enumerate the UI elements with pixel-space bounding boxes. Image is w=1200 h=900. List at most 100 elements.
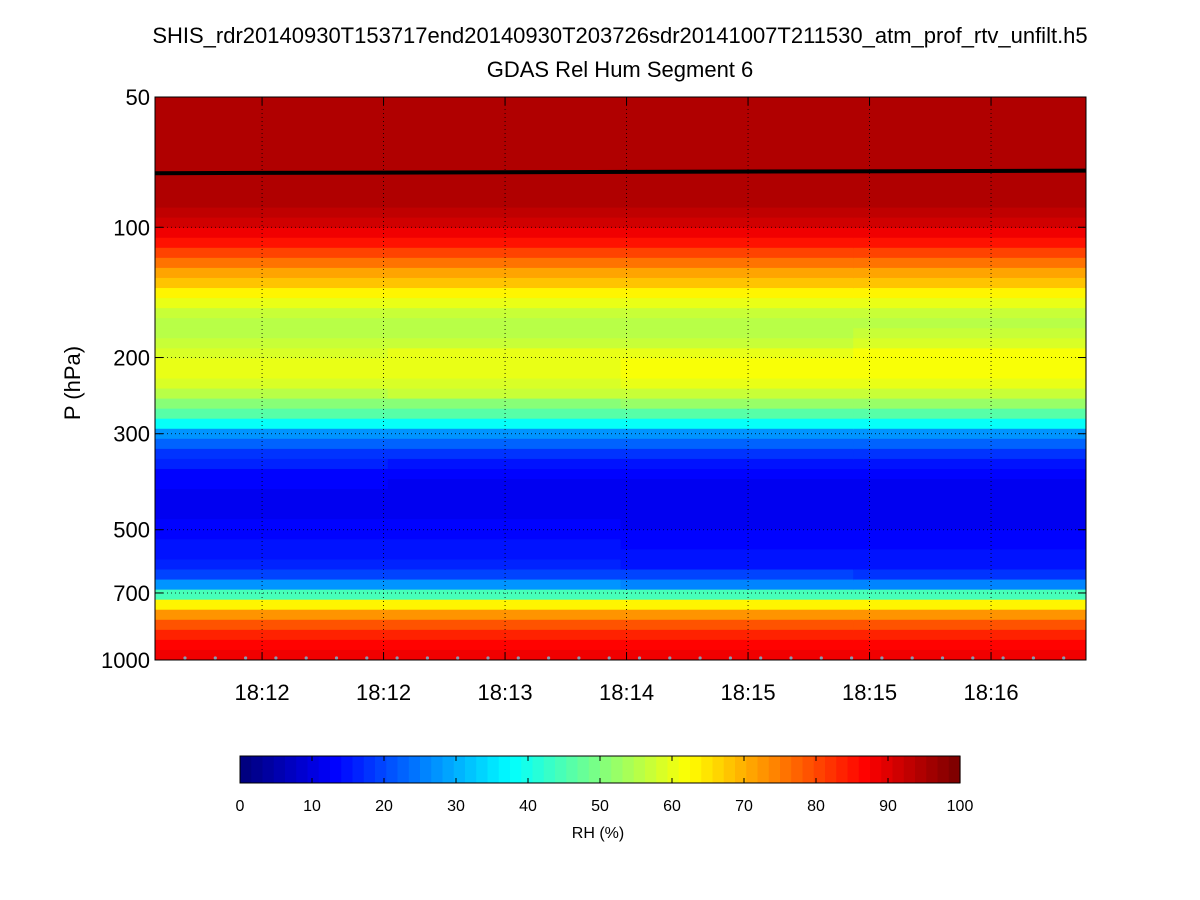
- x-tick-label: 18:12: [356, 680, 411, 705]
- surface-marker: [213, 656, 217, 660]
- colorbar-swatch: [656, 756, 669, 783]
- heatmap-cell: [155, 519, 389, 531]
- colorbar-swatch: [780, 756, 792, 783]
- heatmap-cell: [853, 599, 1086, 611]
- surface-marker: [395, 656, 399, 660]
- colorbar-swatch: [465, 756, 477, 783]
- colorbar-tick-label: 70: [735, 798, 753, 815]
- colorbar-swatch: [296, 756, 309, 783]
- surface-marker: [698, 656, 702, 660]
- heatmap-cell: [620, 187, 855, 199]
- colorbar-swatch: [386, 756, 399, 783]
- heatmap-cell: [387, 579, 622, 591]
- heatmap-cell: [155, 107, 389, 119]
- heatmap-cell: [620, 649, 855, 660]
- heatmap-cell: [387, 368, 622, 380]
- heatmap-cell: [853, 649, 1086, 660]
- heatmap-cell: [620, 609, 855, 621]
- heatmap-cell: [620, 539, 855, 551]
- heatmap-cell: [155, 509, 389, 521]
- heatmap-cell: [155, 619, 389, 631]
- heatmap-cell: [155, 117, 389, 129]
- surface-marker: [1001, 656, 1005, 660]
- colorbar-swatch: [262, 756, 275, 783]
- y-axis-label: P (hPa): [60, 346, 85, 420]
- colorbar-swatch: [521, 756, 534, 783]
- heatmap-cell: [155, 569, 389, 581]
- heatmap-cell: [853, 137, 1086, 149]
- colorbar-swatch: [858, 756, 871, 783]
- colorbar-swatch: [341, 756, 354, 783]
- colorbar: 0 10 20 30 40 50 60 70 80 90 100: [236, 756, 973, 815]
- colorbar-swatch: [836, 756, 849, 783]
- heatmap-cell: [387, 187, 622, 199]
- heatmap-cell: [620, 509, 855, 521]
- heatmap-cell: [387, 137, 622, 149]
- heatmap-cell: [387, 318, 622, 330]
- heatmap-cell: [155, 368, 389, 380]
- heatmap-cell: [155, 328, 389, 340]
- heatmap-cell: [155, 338, 389, 350]
- colorbar-tick-label: 30: [447, 798, 465, 815]
- y-tick-label: 50: [126, 85, 150, 110]
- colorbar-swatch: [600, 756, 612, 783]
- surface-marker: [334, 656, 339, 660]
- heatmap-cell: [155, 237, 389, 249]
- y-tick-label: 500: [113, 518, 150, 543]
- surface-marker: [759, 656, 763, 660]
- surface-marker: [274, 656, 278, 660]
- colorbar-swatch: [926, 756, 939, 783]
- heatmap-cell: [620, 97, 855, 109]
- heatmap-cell: [387, 207, 622, 219]
- heatmap-cell: [387, 549, 622, 561]
- colorbar-swatch: [555, 756, 567, 783]
- heatmap-cell: [620, 398, 855, 410]
- colorbar-label: RH (%): [572, 825, 624, 842]
- heatmap-cell: [387, 539, 622, 551]
- heatmap-cell: [620, 147, 855, 159]
- heatmap-cell: [620, 458, 855, 470]
- heatmap-cell: [387, 468, 622, 481]
- colorbar-swatch: [915, 756, 927, 783]
- heatmap-cell: [155, 649, 389, 660]
- colorbar-swatch: [757, 756, 770, 783]
- heatmap-cell: [620, 448, 855, 460]
- heatmap-cell: [620, 348, 855, 360]
- heatmap-cell: [387, 308, 622, 320]
- colorbar-tick-label: 90: [879, 798, 897, 815]
- heatmap-cell: [155, 579, 389, 591]
- colorbar-swatch: [645, 756, 657, 783]
- heatmap-cell: [853, 378, 1086, 390]
- colorbar-swatch: [453, 756, 466, 783]
- heatmap-cell: [853, 117, 1086, 129]
- colorbar-tick-label: 20: [375, 798, 393, 815]
- heatmap-cell: [155, 499, 389, 511]
- heatmap-cell: [620, 338, 855, 350]
- heatmap-cell: [853, 579, 1086, 591]
- colorbar-swatch: [442, 756, 455, 783]
- colorbar-swatch: [363, 756, 376, 783]
- heatmap-cell: [387, 338, 622, 350]
- heatmap-cell: [155, 217, 389, 229]
- heatmap-cell: [853, 318, 1086, 330]
- heatmap-cell: [853, 529, 1086, 541]
- heatmap-cell: [387, 428, 622, 440]
- heatmap-cell: [853, 237, 1086, 249]
- colorbar-tick-label: 50: [591, 798, 609, 815]
- heatmap-cell: [853, 177, 1086, 189]
- heatmap-cell: [620, 358, 855, 370]
- heatmap-cell: [387, 267, 622, 279]
- heatmap-cell: [387, 529, 622, 541]
- heatmap-cell: [620, 589, 855, 601]
- heatmap-cell: [155, 468, 389, 481]
- heatmap-cell: [620, 579, 855, 591]
- heatmap-cell: [853, 539, 1086, 551]
- colorbar-swatch: [532, 756, 545, 783]
- heatmap-cell: [387, 458, 622, 470]
- colorbar-swatch: [667, 756, 680, 783]
- heatmap-cell: [853, 509, 1086, 521]
- heatmap-cell: [853, 298, 1086, 310]
- heatmap-cell: [853, 569, 1086, 581]
- heatmap-cell: [387, 127, 622, 139]
- colorbar-swatch: [768, 756, 781, 783]
